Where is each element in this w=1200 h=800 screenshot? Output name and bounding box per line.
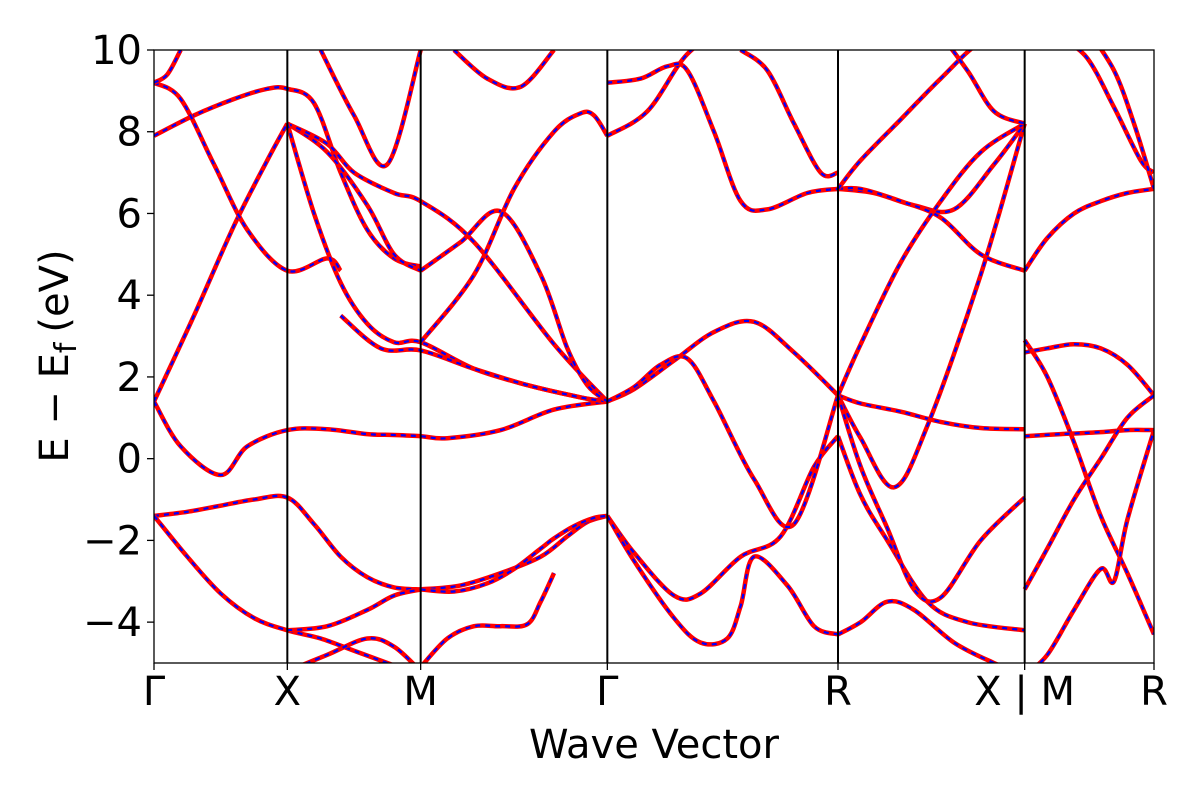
band-37-dashed (1023, 187, 1154, 272)
band-23-solid (606, 353, 841, 530)
y-axis-title: E − Ef (eV) (32, 249, 84, 462)
x-tick-label-3: Γ (596, 669, 619, 715)
band-18-solid (419, 208, 609, 404)
band-9-solid (154, 399, 608, 478)
band-34-dashed (837, 50, 972, 190)
band-9-dashed (154, 400, 608, 477)
band-32-solid (837, 122, 1027, 215)
band-28-solid (836, 598, 1000, 663)
band-33-dashed (837, 186, 1026, 272)
band-29-dashed (606, 50, 694, 137)
band-39-dashed (1024, 343, 1154, 397)
band-32-dashed (837, 122, 1026, 214)
y-tick-label-5: 6 (117, 191, 142, 237)
band-21-solid (452, 50, 556, 91)
band-41-dashed (1023, 394, 1154, 590)
band-27-solid (835, 394, 1027, 604)
bands-layer (154, 50, 1154, 663)
band-28-dashed (837, 600, 997, 663)
y-tick-label-6: 8 (117, 110, 142, 156)
band-2-dashed (420, 514, 608, 591)
y-tick-label-4: 4 (117, 273, 142, 319)
band-8-solid (605, 514, 839, 647)
band-29-solid (606, 50, 696, 138)
band-25-solid (836, 122, 1027, 490)
band-3-dashed (420, 514, 608, 593)
x-tick-label-6: R (1140, 669, 1168, 715)
x-axis-title: Wave Vector (529, 722, 780, 768)
x-tick-label-4: R (824, 669, 852, 715)
x-tick-label-5: X | M (974, 669, 1075, 715)
band-21-dashed (453, 50, 555, 90)
band-27-dashed (836, 394, 1026, 603)
x-tick-label-0: Γ (143, 669, 166, 715)
kpoint-lines (286, 50, 1026, 663)
y-axis: −4 −2 0 2 4 6 8 10 (83, 28, 154, 646)
band-25-dashed (837, 123, 1026, 489)
band-11-dashed (154, 86, 422, 268)
y-axis-title-main: E − E (32, 353, 78, 463)
band-30-dashed (607, 62, 839, 212)
y-tick-label-1: −2 (83, 518, 142, 564)
plot-frame (153, 49, 1155, 664)
band-14-dashed (286, 122, 422, 272)
band-40-dashed (1024, 428, 1154, 438)
band-4-solid (287, 587, 422, 633)
band-13-dashed (154, 50, 182, 84)
band-12-dashed (154, 81, 342, 273)
band-37-solid (1022, 186, 1154, 272)
y-axis-title-sub: f (49, 341, 84, 353)
x-tick-label-2: M (403, 669, 438, 715)
band-44-solid (1098, 50, 1154, 190)
band-12-solid (154, 80, 343, 274)
band-5-solid (301, 635, 416, 663)
y-tick-label-0: −4 (83, 600, 142, 646)
band-1-dashed (154, 515, 391, 663)
band-10-solid (154, 122, 290, 403)
band-6-solid (421, 572, 557, 663)
band-35-dashed (836, 122, 1026, 396)
band-0-dashed (154, 494, 421, 591)
band-7-dashed (606, 435, 839, 601)
y-tick-label-3: 2 (117, 355, 142, 401)
band-19-dashed (419, 110, 609, 343)
y-tick-label-2: 0 (117, 437, 142, 483)
band-13-solid (154, 50, 183, 85)
band-8-dashed (606, 515, 839, 646)
band-36-dashed (950, 50, 1026, 125)
band-24-dashed (837, 394, 1025, 431)
y-tick-label-7: 10 (91, 28, 142, 74)
x-axis: Γ X M Γ R X | M R (143, 663, 1168, 715)
band-4-dashed (287, 588, 421, 632)
y-axis-title-unit: (eV) (32, 249, 78, 332)
band-30-solid (607, 61, 839, 214)
band-42-dashed (1038, 429, 1154, 663)
band-17-dashed (339, 314, 608, 403)
band-20-dashed (319, 50, 422, 168)
x-tick-label-1: X (274, 669, 301, 715)
band-15-dashed (286, 122, 609, 403)
band-22-dashed (606, 319, 839, 403)
svg-text:E − Ef(eV): E − Ef (eV) (32, 249, 84, 462)
band-31-dashed (740, 50, 839, 178)
